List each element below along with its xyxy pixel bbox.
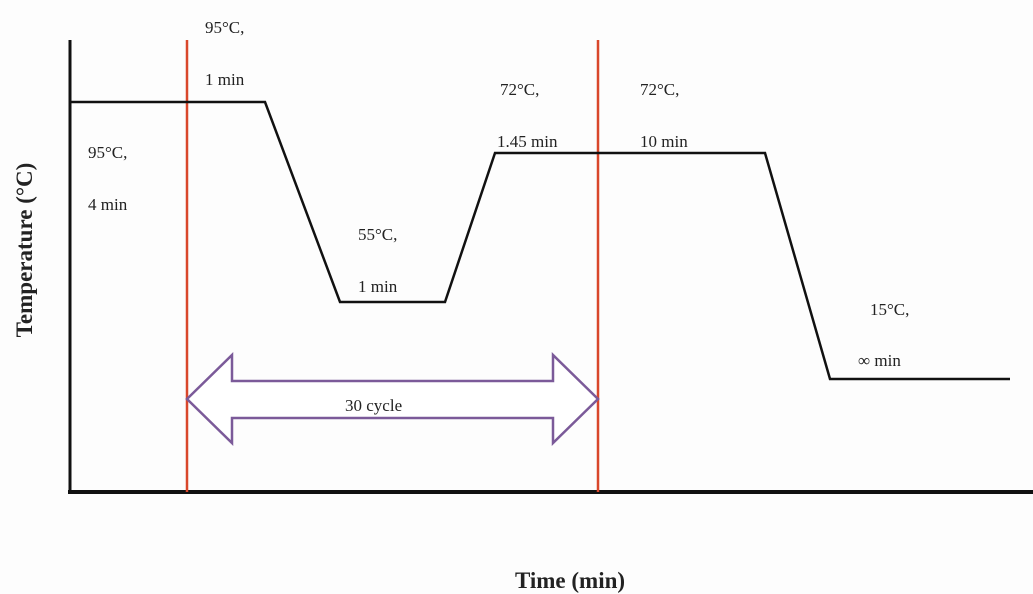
step-time: 1.45 min <box>497 132 558 151</box>
step-time: 1 min <box>205 70 245 89</box>
step-temp: 15°C, <box>870 300 909 319</box>
step-temp: 95°C, <box>88 143 127 162</box>
step-time: ∞ min <box>858 351 901 370</box>
step-temp: 55°C, <box>358 225 397 244</box>
step-time: 10 min <box>640 132 688 151</box>
x-axis-title: Time (min) <box>515 568 625 593</box>
step-temp: 72°C, <box>500 80 539 99</box>
pcr-diagram: 30 cycle 95°C, 4 min 95°C, 1 min 55°C, 1… <box>0 0 1033 594</box>
cycle-label: 30 cycle <box>345 396 402 415</box>
step-temp: 95°C, <box>205 18 244 37</box>
step-time: 1 min <box>358 277 398 296</box>
step-time: 4 min <box>88 195 128 214</box>
step-temp: 72°C, <box>640 80 679 99</box>
y-axis-title: Temperature (°C) <box>12 163 37 338</box>
